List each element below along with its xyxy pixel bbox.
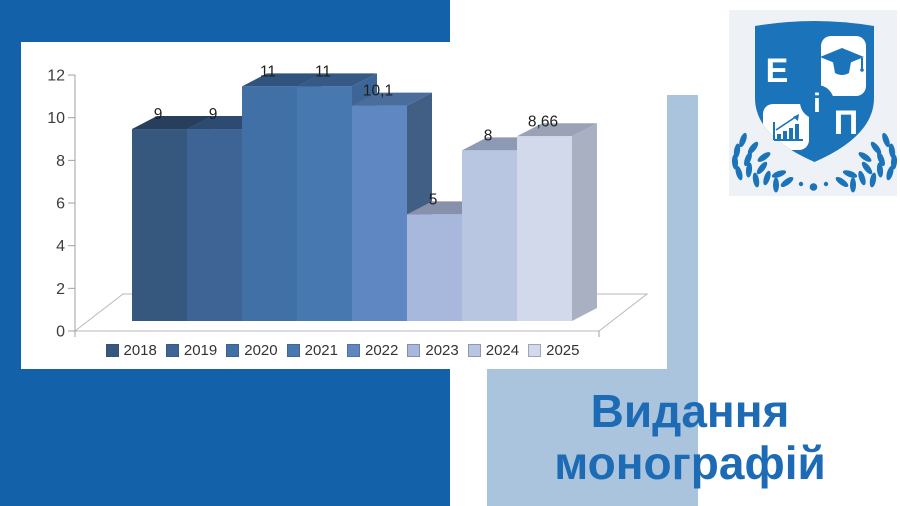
bar-value-label: 8 [484, 127, 493, 144]
bar-2025 [517, 123, 597, 322]
legend-swatch [165, 344, 179, 357]
bar-side-face [572, 123, 597, 322]
logo-letter-i: і [813, 88, 821, 118]
bar-front-face [352, 105, 407, 321]
y-axis-tick-label: 4 [56, 238, 65, 255]
bar-value-label: 9 [209, 106, 218, 123]
bar-value-label: 10,1 [363, 83, 393, 100]
bar-front-face [297, 86, 352, 321]
bar-top-face [297, 73, 377, 87]
bar-front-face [462, 150, 517, 321]
growth-chart-icon [773, 114, 803, 141]
slide-title: Видання монографій [554, 385, 826, 489]
university-logo: Е і П [731, 21, 897, 193]
legend-label: 2024 [485, 342, 520, 359]
bar-front-face [517, 136, 572, 321]
bar-top-face [352, 92, 432, 106]
graduation-cap-icon [820, 48, 864, 75]
legend-item-2021: 2021 [286, 342, 338, 359]
bottom-accent-rect [487, 369, 698, 506]
bar-value-label: 11 [315, 63, 331, 80]
bar-value-label: 11 [260, 63, 276, 80]
bar-top-face [242, 73, 322, 87]
bar-front-face [187, 129, 242, 321]
logo-letter-p: П [834, 104, 858, 142]
y-axis-tick-label: 10 [47, 110, 65, 127]
legend-swatch [528, 344, 542, 357]
bar-value-label: 5 [429, 191, 438, 208]
chart-card: 0 2 4 6 8 10 12 9 9 11 11 10,1 5 8 8,66 2018 2019 2020… [21, 42, 664, 369]
legend-swatch [407, 344, 421, 357]
legend-swatch [226, 344, 240, 357]
legend-swatch [467, 344, 481, 357]
y-axis-tick-label: 12 [47, 68, 65, 85]
legend-item-2024: 2024 [467, 342, 520, 359]
bar-top-face [132, 116, 212, 130]
laurel-branches-icon [731, 131, 897, 193]
legend-item-2023: 2023 [407, 342, 459, 359]
legend-label: 2022 [365, 342, 399, 359]
y-axis-tick-label: 2 [56, 281, 65, 298]
legend-label: 2019 [183, 342, 218, 359]
bar-front-face [242, 86, 297, 321]
y-axis-tick-label: 8 [56, 153, 65, 170]
bar-value-label: 8,66 [528, 113, 558, 130]
legend-item-2019: 2019 [165, 342, 218, 359]
bar-value-label: 9 [154, 106, 163, 123]
legend-item-2020: 2020 [226, 342, 278, 359]
legend-item-2018: 2018 [105, 342, 157, 359]
bar-top-face [517, 123, 597, 137]
bar-front-face [407, 214, 462, 321]
legend-swatch [105, 344, 119, 357]
bar-front-face [132, 129, 187, 321]
logo-letter-e: Е [766, 52, 789, 90]
legend-label: 2025 [546, 342, 580, 359]
legend-swatch [286, 344, 300, 357]
y-axis-tick-label: 6 [56, 196, 65, 213]
legend-label: 2020 [244, 342, 278, 359]
legend-label: 2021 [304, 342, 338, 359]
legend-label: 2018 [123, 342, 157, 359]
logo-panel: Е і П [729, 10, 897, 196]
monographs-3d-bar-chart: 0 2 4 6 8 10 12 9 9 11 11 10,1 5 8 8,66 [47, 63, 649, 341]
legend-item-2025: 2025 [528, 342, 580, 359]
legend-item-2022: 2022 [347, 342, 398, 359]
y-axis-tick-label: 0 [56, 324, 65, 341]
chart-legend: 2018 2019 2020 2021 2022 2023 2024 2025 [21, 342, 664, 359]
legend-swatch [347, 344, 360, 357]
legend-label: 2023 [425, 342, 459, 359]
